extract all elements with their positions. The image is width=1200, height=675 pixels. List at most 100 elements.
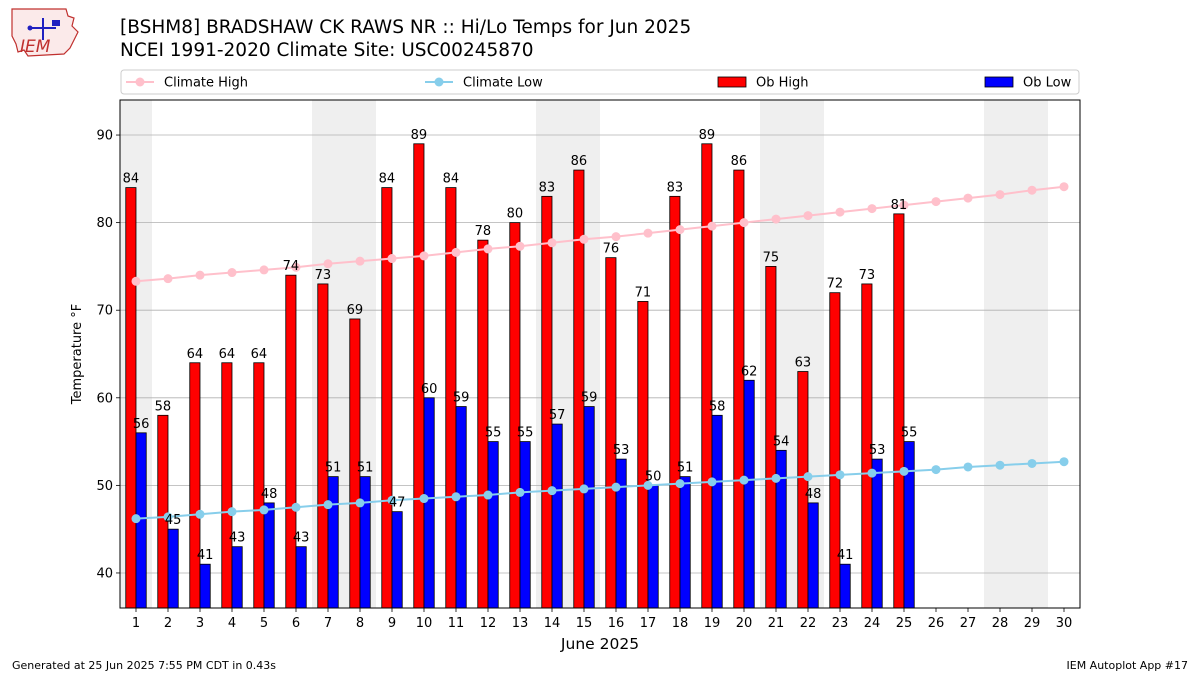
legend-swatch-ob-high [717,76,747,88]
climate-low-point-day-3 [195,509,205,519]
ob-low-label-day-14: 57 [549,408,566,423]
ob-high-label-day-22: 63 [795,356,812,371]
x-tick-label-4: 4 [228,616,236,631]
climate-low-point-day-17 [643,480,653,490]
climate-low-point-day-10 [419,494,429,504]
ob-high-label-day-8: 69 [347,303,364,318]
ob-low-bar-day-25 [903,441,915,609]
legend-label-climate-high: Climate High [164,76,248,91]
x-tick-label-8: 8 [356,616,364,631]
ob-low-bar-day-6 [295,546,307,609]
climate-low-point-day-16 [611,482,621,492]
ob-high-label-day-11: 84 [443,172,460,187]
ob-high-bar-day-13 [509,222,521,609]
ob-low-label-day-24: 53 [869,443,886,458]
ob-low-bar-day-4 [231,546,243,609]
ob-low-label-day-9: 47 [389,496,406,511]
climate-high-point-day-30 [1059,182,1069,192]
weekend-band-day-1 [120,100,152,608]
climate-low-point-day-11 [451,492,461,502]
climate-high-point-day-19 [707,221,717,231]
ob-low-label-day-18: 51 [677,461,694,476]
x-tick-label-28: 28 [992,616,1009,631]
legend-marker-climate-high [135,77,145,87]
ob-high-label-day-16: 76 [603,242,620,257]
ob-high-label-day-15: 86 [571,154,588,169]
ob-low-bar-day-10 [423,397,435,609]
ob-high-bar-day-5 [253,362,265,609]
climate-low-point-day-15 [579,484,589,494]
climate-high-point-day-2 [163,274,173,284]
climate-low-point-day-28 [995,460,1005,470]
y-grid [120,134,1080,574]
ob-low-label-day-11: 59 [453,391,470,406]
x-tick-label-30: 30 [1056,616,1073,631]
climate-low-point-day-14 [547,486,557,496]
ob-high-label-day-25: 81 [891,198,908,213]
ob-high-label-day-7: 73 [315,268,332,283]
legend-label-climate-low: Climate Low [463,76,543,91]
climate-low-point-day-6 [291,502,301,512]
x-tick-label-16: 16 [608,616,625,631]
weekend-band-day-14 [536,100,568,608]
climate-low-point-day-21 [771,473,781,483]
ob-high-label-day-5: 64 [251,347,268,362]
ob-low-label-day-1: 56 [133,417,150,432]
climate-high-point-day-28 [995,190,1005,200]
ob-low-bar-day-7 [327,476,339,609]
ob-high-label-day-1: 84 [123,172,140,187]
ob-high-bar-day-25 [893,213,905,609]
x-tick-label-23: 23 [832,616,849,631]
data-labels: 84 58 64 64 64 74 73 69 84 89 84 78 80 83 86 76 71 83 89 86… [123,128,918,563]
ob-high-bar-day-17 [637,301,649,609]
ob-low-label-day-7: 51 [325,461,342,476]
ob-low-label-day-2: 45 [165,513,182,528]
weekend-band-day-21 [760,100,792,608]
x-tick-label-29: 29 [1024,616,1041,631]
legend: Climate High Climate Low Ob High Ob Low [120,69,1080,95]
ob-high-bar-day-8 [349,318,361,609]
footer-app: IEM Autoplot App #17 [1066,659,1189,672]
legend-label-ob-low: Ob Low [1023,76,1072,91]
ob-low-bar-day-11 [455,406,467,609]
ob-high-bar-day-16 [605,257,617,609]
climate-high-point-day-7 [323,259,333,269]
climate-high-point-day-9 [387,254,397,264]
climate-high-point-day-11 [451,247,461,257]
climate-lines [131,182,1069,524]
climate-high-point-day-8 [355,256,365,266]
x-tick-label-21: 21 [768,616,785,631]
bars [125,143,915,609]
legend-label-ob-high: Ob High [756,76,809,91]
climate-high-point-day-21 [771,214,781,224]
climate-high-point-day-13 [515,241,525,251]
climate-high-point-day-1 [131,276,141,286]
x-tick-label-11: 11 [448,616,465,631]
x-tick-label-6: 6 [292,616,300,631]
ob-high-bar-day-4 [221,362,233,609]
ob-high-bar-day-19 [701,143,713,609]
ob-low-bar-day-17 [647,484,659,609]
climate-low-point-day-25 [899,466,909,476]
ob-high-bar-day-2 [157,414,169,609]
ob-low-label-day-25: 55 [901,426,918,441]
climate-low-point-day-30 [1059,457,1069,467]
ob-low-label-day-3: 41 [197,548,214,563]
climate-high-point-day-27 [963,193,973,203]
ob-high-bar-day-20 [733,169,745,609]
ob-high-label-day-23: 72 [827,277,844,292]
x-tick-label-18: 18 [672,616,689,631]
x-tick-label-15: 15 [576,616,593,631]
x-tick-label-26: 26 [928,616,945,631]
ob-low-bar-day-12 [487,441,499,609]
ob-low-label-day-8: 51 [357,461,374,476]
ob-high-bar-day-1 [125,187,137,609]
x-tick-label-27: 27 [960,616,977,631]
climate-low-point-day-7 [323,500,333,510]
y-tick-label-70: 70 [96,304,113,319]
x-tick-label-19: 19 [704,616,721,631]
ob-low-bar-day-3 [199,563,211,609]
ob-high-label-day-17: 71 [635,285,652,300]
weekend-bands [120,100,1048,608]
